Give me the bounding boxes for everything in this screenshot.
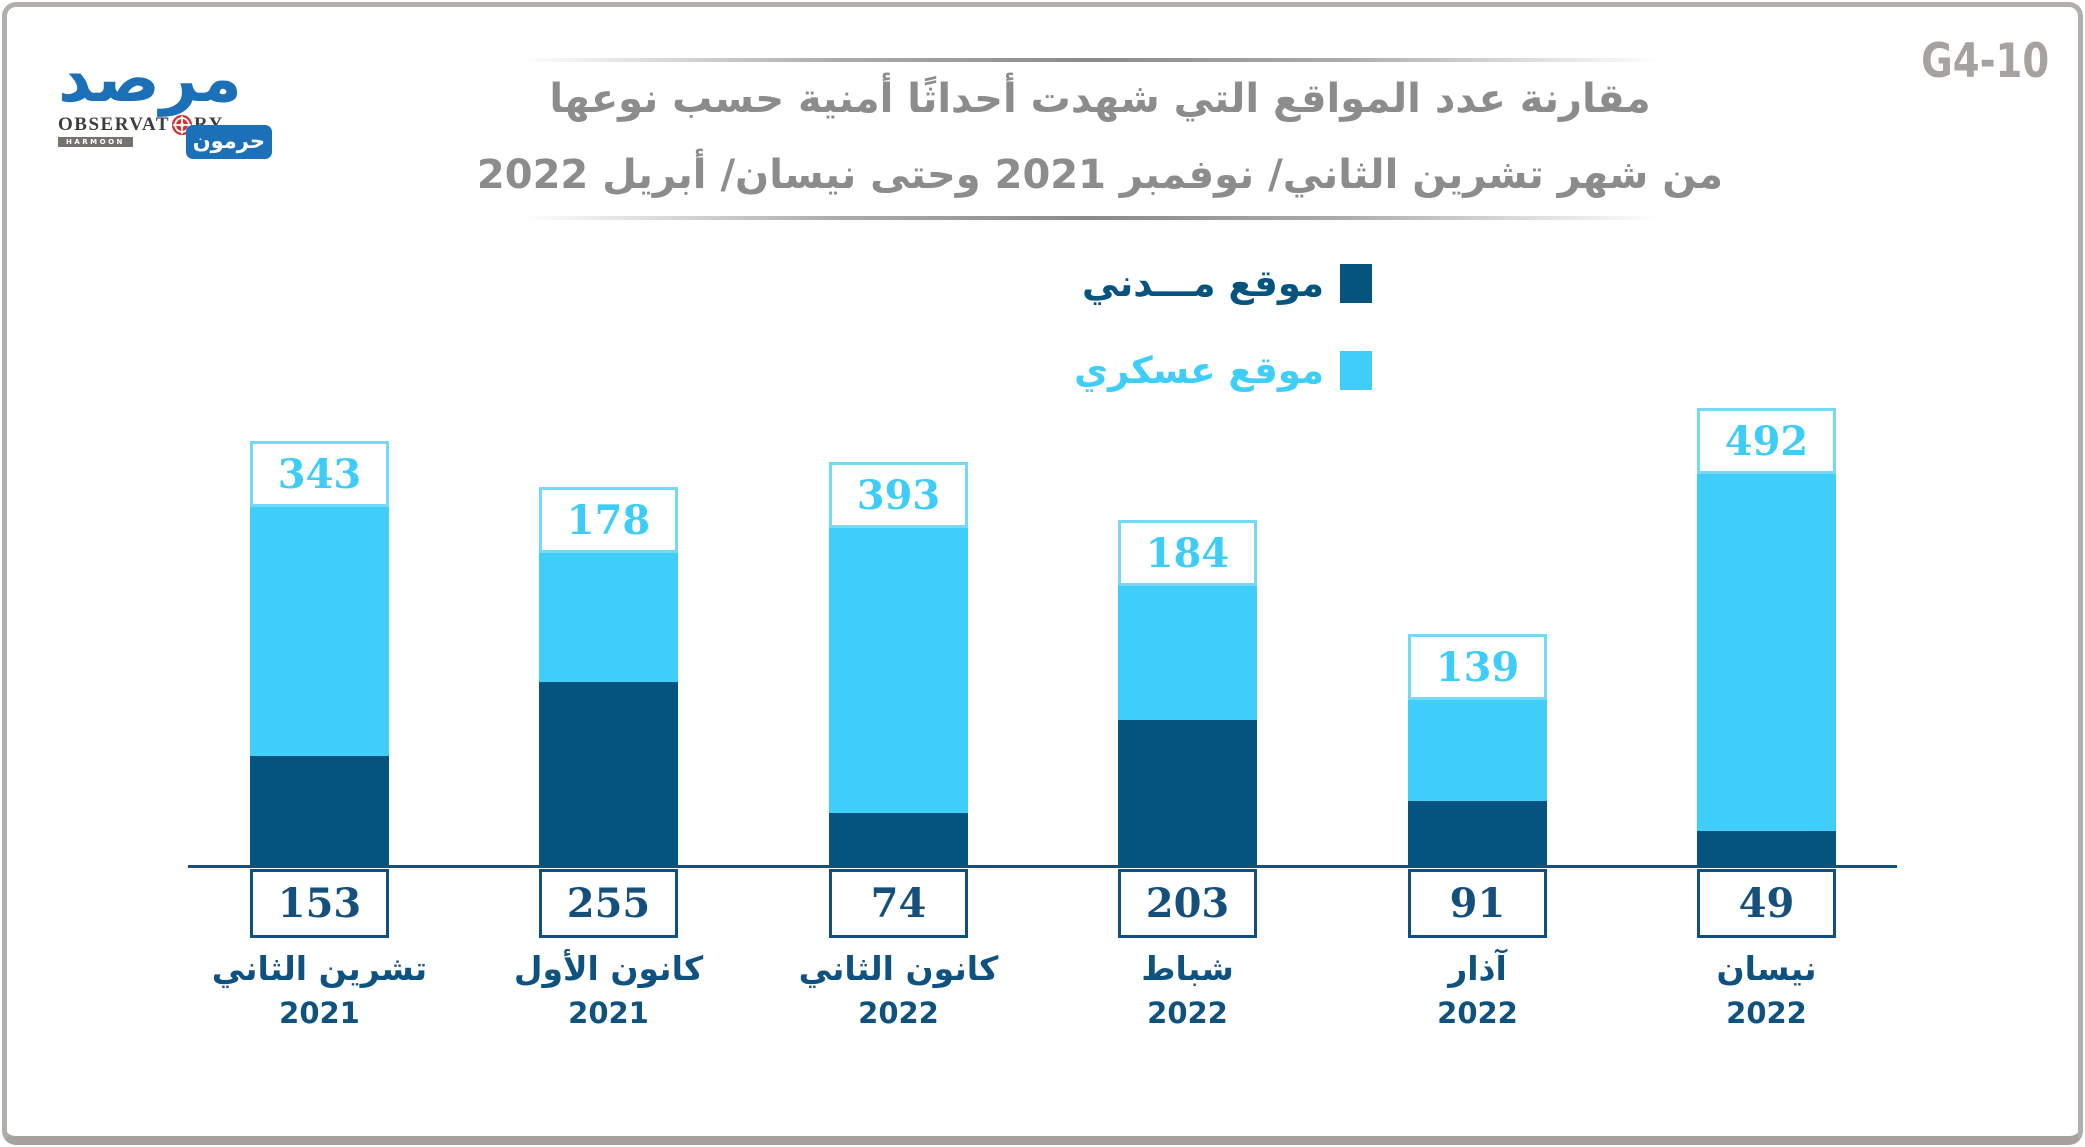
bar-civilian-segment	[829, 813, 968, 867]
month-name: شباط	[1141, 949, 1234, 988]
month-year: 2022	[1726, 995, 1807, 1030]
bar-top-value-box: 178	[539, 487, 678, 553]
month-name: تشرين الثاني	[211, 949, 428, 988]
legend: موقع مـــدني موقع عسكري	[1074, 262, 1372, 392]
legend-item-military: موقع عسكري	[1074, 349, 1372, 392]
bar-military-segment	[829, 528, 968, 813]
legend-swatch-civilian	[1340, 264, 1372, 303]
month-name: كانون الأول	[513, 949, 704, 988]
legend-label-civilian: موقع مـــدني	[1081, 262, 1324, 305]
bar-top-value-box: 139	[1408, 634, 1547, 700]
month-year: 2022	[1437, 995, 1518, 1030]
bar-civilian-segment	[1408, 801, 1547, 867]
logo: مرصد OBSERVAT RY HARMOON حرمون	[58, 40, 272, 159]
bar-military-segment	[1118, 586, 1257, 720]
bar-bottom-value-box: 91	[1408, 869, 1547, 938]
bar-top-value-box: 393	[829, 462, 968, 528]
month-name: آذار	[1448, 949, 1507, 988]
chart-title-line1: مقارنة عدد المواقع التي شهدت أحداثًا أمن…	[549, 76, 1651, 122]
bar-bottom-value-box: 74	[829, 869, 968, 938]
bar-month-label: شباط 2022	[1038, 950, 1338, 1030]
bar-civilian-segment	[250, 756, 389, 867]
bar-bottom-value-box: 255	[539, 869, 678, 938]
bar-month-label: تشرين الثاني 2021	[170, 950, 470, 1030]
month-year: 2021	[279, 995, 360, 1030]
month-name: نيسان	[1716, 949, 1817, 988]
legend-swatch-military	[1340, 351, 1372, 390]
month-name: كانون الثاني	[798, 949, 999, 988]
bar-top-value-box: 343	[250, 441, 389, 507]
chart-title-line2: من شهر تشرين الثاني/ نوفمبر 2021 وحتى ني…	[476, 152, 1724, 198]
bar-month-label: نيسان 2022	[1617, 950, 1917, 1030]
harmoon-strip: HARMOON	[58, 136, 133, 147]
bar-civilian-segment	[1697, 831, 1836, 867]
bar-bottom-value-box: 203	[1118, 869, 1257, 938]
observatory-text-left: OBSERVAT	[58, 113, 171, 135]
bar-military-segment	[1697, 474, 1836, 831]
target-icon	[171, 114, 193, 136]
bar-bottom-value-box: 153	[250, 869, 389, 938]
month-year: 2022	[1147, 995, 1228, 1030]
bar-month-label: كانون الأول 2021	[459, 950, 759, 1030]
bar-military-segment	[539, 553, 678, 682]
bar-military-segment	[1408, 700, 1547, 801]
bar-civilian-segment	[1118, 720, 1257, 867]
bar-military-segment	[250, 507, 389, 756]
bar-top-value-box: 492	[1697, 408, 1836, 474]
logo-arabic-wordmark: مرصد	[58, 40, 244, 117]
title-divider-bottom	[520, 216, 1660, 220]
bar-month-label: آذار 2022	[1328, 950, 1628, 1030]
month-year: 2021	[568, 995, 649, 1030]
x-axis-line	[188, 865, 1897, 868]
title-divider-top	[520, 58, 1660, 62]
legend-item-civilian: موقع مـــدني	[1074, 262, 1372, 305]
harmoon-arabic-badge: حرمون	[185, 124, 272, 159]
legend-label-military: موقع عسكري	[1074, 349, 1324, 392]
month-year: 2022	[858, 995, 939, 1030]
bar-bottom-value-box: 49	[1697, 869, 1836, 938]
bar-civilian-segment	[539, 682, 678, 867]
bar-top-value-box: 184	[1118, 520, 1257, 586]
bar-month-label: كانون الثاني 2022	[749, 950, 1049, 1030]
figure-code-badge: G4-10	[1920, 34, 2049, 89]
